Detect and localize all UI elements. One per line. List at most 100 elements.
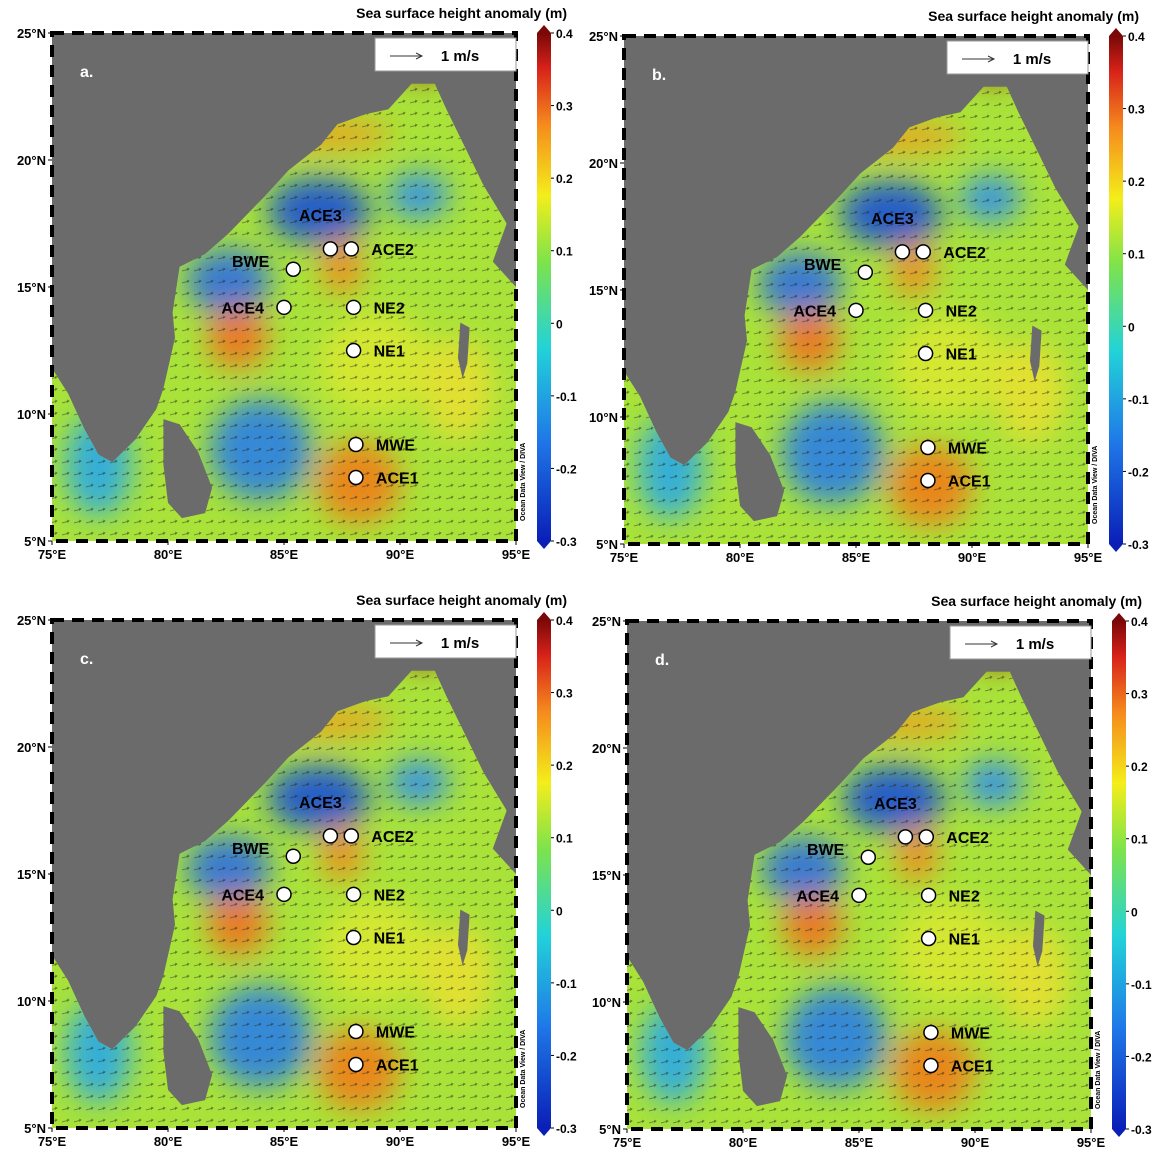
- colorbar-tick-label: -0.1: [1128, 393, 1149, 407]
- station-label: NE2: [949, 888, 980, 905]
- station-marker: [345, 886, 362, 903]
- colorbar-tick-label: 0.4: [1131, 615, 1148, 629]
- station-label: ACE3: [874, 796, 917, 813]
- x-tick-label: 95°E: [1077, 1135, 1106, 1150]
- y-tick-label: 10°N: [17, 407, 46, 422]
- x-tick-label: 75°E: [38, 1134, 67, 1149]
- station-marker: [285, 848, 302, 864]
- station-marker: [851, 887, 867, 904]
- scale-arrow: [965, 640, 999, 648]
- colorbar-tick-label: 0: [556, 317, 563, 331]
- station-marker: [285, 261, 302, 277]
- credit: Ocean Data View / DIVA: [520, 1030, 527, 1108]
- scale-box: [949, 625, 1092, 660]
- colorbar-tick-label: 0.1: [556, 245, 573, 259]
- station-label: BWE: [807, 842, 845, 859]
- scale-box: [946, 40, 1089, 75]
- station-label: ACE4: [221, 300, 264, 317]
- colorbar-tick-label: -0.2: [556, 1049, 577, 1063]
- station-label: MWE: [376, 1024, 415, 1041]
- scale-label: 1 m/s: [441, 635, 479, 652]
- x-tick-label: 85°E: [270, 547, 299, 562]
- island: [458, 322, 470, 379]
- station-label: ACE2: [371, 242, 414, 259]
- y-tick-label: 5°N: [24, 534, 46, 549]
- scale-arrow: [390, 639, 424, 647]
- y-tick-label: 5°N: [24, 1121, 46, 1136]
- y-tick-label: 10°N: [17, 994, 46, 1009]
- station-label: ACE4: [793, 303, 836, 320]
- credit: Ocean Data View / DIVA: [1095, 1031, 1102, 1109]
- station-label: MWE: [376, 437, 415, 454]
- station-marker: [348, 1056, 364, 1073]
- station-marker: [920, 887, 937, 904]
- station-marker: [276, 886, 292, 903]
- y-tick-label: 15°N: [17, 867, 46, 882]
- colorbar-tick-label: 0.2: [556, 759, 573, 773]
- colorbar-tick-label: 0.3: [556, 687, 573, 701]
- station-label: ACE2: [946, 830, 989, 847]
- colorbar-tick-label: 0.3: [1128, 103, 1145, 117]
- colorbar-tick-label: -0.1: [556, 390, 577, 404]
- colorbar-tick-label: 0.4: [1128, 30, 1145, 44]
- station-label: NE2: [946, 303, 977, 320]
- station-marker: [923, 1057, 939, 1074]
- y-tick-label: 10°N: [589, 410, 618, 425]
- colorbar-end: [1112, 1129, 1126, 1137]
- station-label: MWE: [948, 440, 987, 457]
- colorbar-tick-label: 0.2: [1128, 175, 1145, 189]
- colorbar-tick-label: 0.1: [1128, 248, 1145, 262]
- scale-arrow: [962, 55, 996, 63]
- credit: Ocean Data View / DIVA: [520, 443, 527, 521]
- colorbar-tick-label: -0.1: [556, 977, 577, 991]
- panel-label: d.: [655, 652, 669, 669]
- island: [1030, 325, 1042, 382]
- x-tick-label: 95°E: [1074, 550, 1103, 565]
- island: [735, 422, 785, 522]
- station-marker: [920, 439, 936, 456]
- x-tick-label: 90°E: [961, 1135, 990, 1150]
- station-label: ACE1: [951, 1059, 994, 1076]
- station-marker: [894, 244, 911, 260]
- x-tick-label: 90°E: [386, 1134, 415, 1149]
- station-marker: [276, 299, 292, 316]
- colorbar-tick-label: 0: [1131, 905, 1138, 919]
- x-tick-label: 75°E: [38, 547, 67, 562]
- station-marker: [918, 829, 935, 845]
- y-tick-label: 10°N: [592, 995, 621, 1010]
- island: [1033, 910, 1045, 967]
- scale-label: 1 m/s: [1016, 636, 1054, 653]
- station-label: BWE: [232, 841, 270, 858]
- colorbar-tick-label: 0.4: [556, 27, 573, 41]
- station-label: ACE2: [943, 245, 986, 262]
- scale-arrow: [390, 52, 424, 60]
- station-marker: [923, 1024, 939, 1041]
- station-marker: [343, 241, 360, 257]
- y-tick-label: 20°N: [17, 153, 46, 168]
- x-tick-label: 75°E: [613, 1135, 642, 1150]
- x-tick-label: 90°E: [958, 550, 987, 565]
- colorbar-tick-label: -0.3: [556, 535, 577, 549]
- colorbar-end: [1112, 613, 1126, 621]
- colorbar-tick-label: -0.3: [1128, 538, 1149, 552]
- colorbar-tick-label: 0.1: [556, 832, 573, 846]
- x-tick-label: 85°E: [270, 1134, 299, 1149]
- colorbar-title: Sea surface height anomaly (m): [928, 8, 1139, 24]
- y-tick-label: 25°N: [17, 26, 46, 41]
- colorbar-tick-label: 0.3: [1131, 688, 1148, 702]
- station-marker: [857, 264, 874, 280]
- y-tick-label: 25°N: [589, 29, 618, 44]
- colorbar-end: [1109, 544, 1123, 552]
- colorbar-title: Sea surface height anomaly (m): [356, 5, 567, 21]
- x-tick-label: 80°E: [154, 1134, 183, 1149]
- station-marker: [860, 849, 877, 865]
- station-marker: [917, 345, 934, 362]
- x-tick-label: 95°E: [502, 547, 531, 562]
- colorbar: [1109, 36, 1123, 544]
- scale-box: [374, 37, 517, 72]
- y-tick-label: 5°N: [596, 537, 618, 552]
- station-label: NE1: [374, 344, 405, 361]
- station-label: ACE4: [221, 887, 264, 904]
- station-marker: [348, 436, 364, 453]
- colorbar: [537, 620, 551, 1128]
